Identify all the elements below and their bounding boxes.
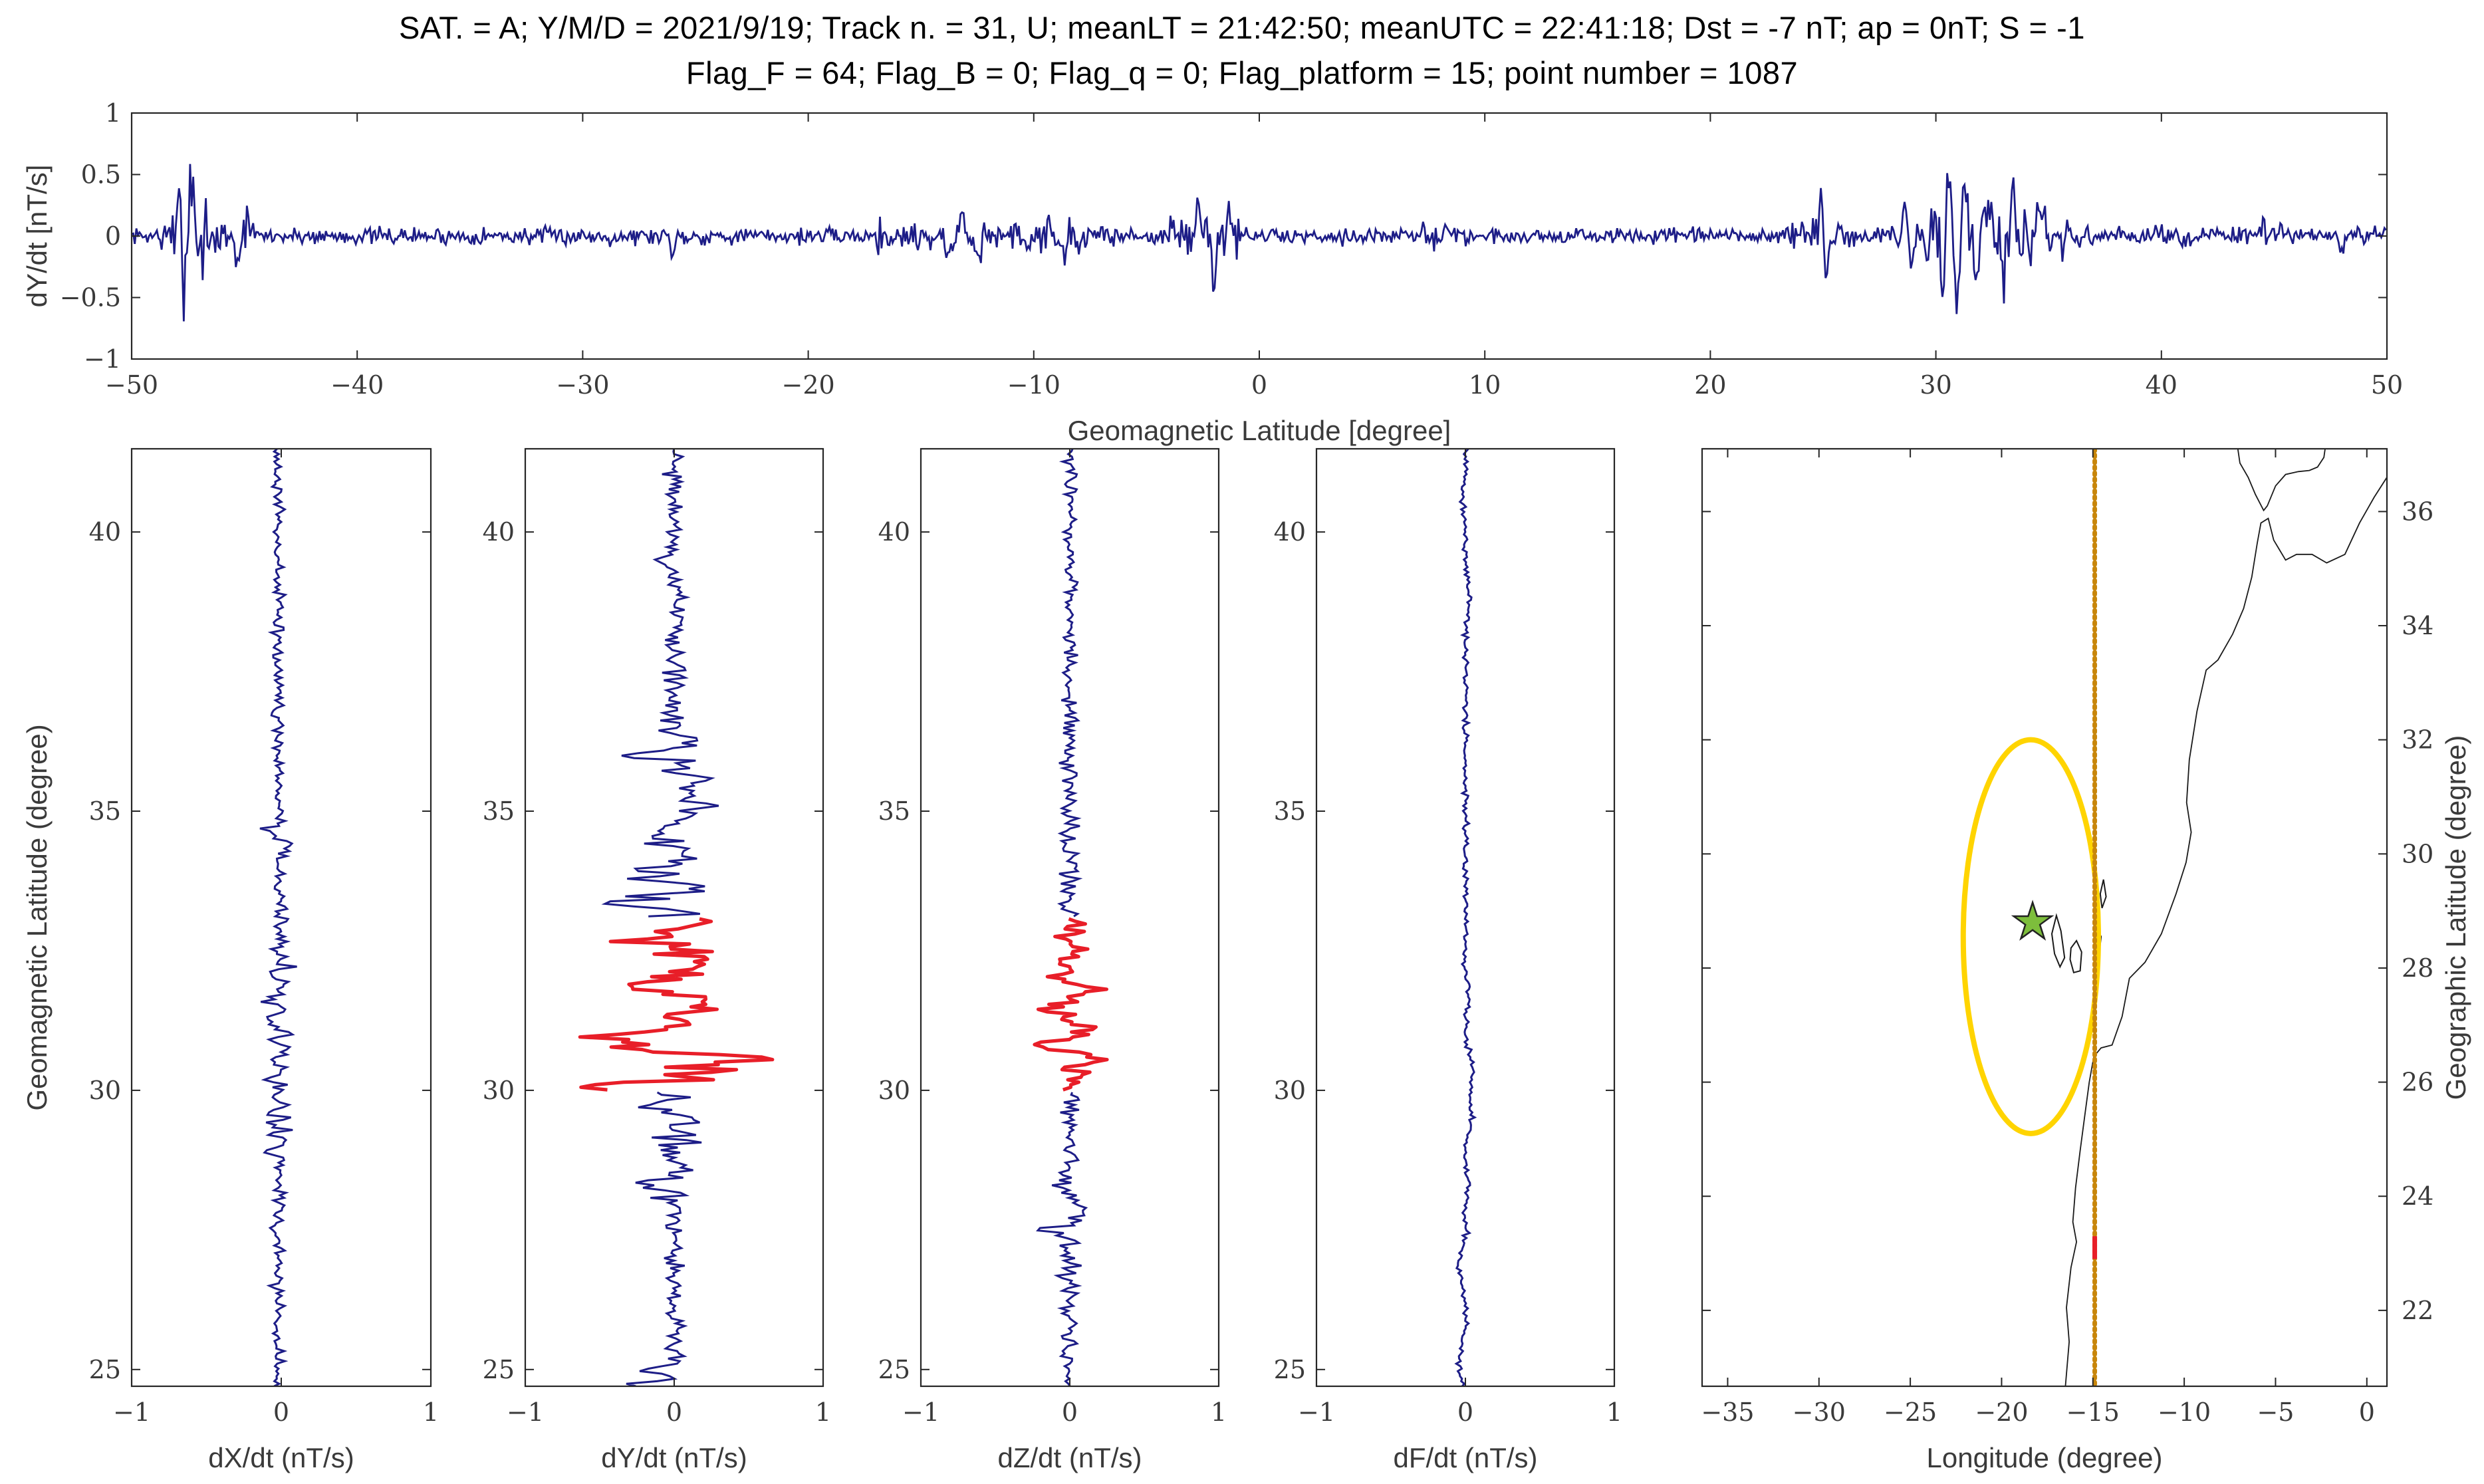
top-dydt-xtick: −20 (781, 370, 834, 400)
top-dydt-ytick: −1 (84, 344, 121, 374)
panel-dzdt-xlabel: dZ/dt (nT/s) (997, 1442, 1142, 1473)
map-panel-ylabel-right: Geographic Latitude (degree) (2440, 735, 2471, 1100)
panel-dxdt-xtick: −1 (113, 1398, 150, 1427)
panel-dxdt-xlabel: dX/dt (nT/s) (208, 1442, 354, 1473)
panel-dydt-series-line (626, 1091, 702, 1386)
panel-dzdt-series-line (1036, 1092, 1088, 1386)
panel-dzdt: −1 0 1 25 30 35 40 dZ/dt (nT/s) (878, 447, 1227, 1473)
map-panel-ytick: 34 (2402, 611, 2433, 640)
top-dydt-ytick: −0.5 (60, 283, 121, 312)
panel-dydt-xtick: 1 (815, 1398, 831, 1427)
panel-dfdt-xtick: 0 (1457, 1398, 1473, 1427)
panel-dzdt-xtick: 1 (1211, 1398, 1227, 1427)
panel-dydt-series-line (601, 449, 719, 918)
panel-dxdt-xtick: 1 (423, 1398, 439, 1427)
panel-dxdt-ylabel: Geomagnetic Latitude (degree) (21, 724, 53, 1110)
top-dydt-xtick: −50 (105, 370, 158, 400)
uncertainty-ellipse (1960, 737, 2102, 1136)
panel-dfdt-ytick: 35 (1274, 797, 1306, 826)
panel-dydt-ytick: 30 (483, 1076, 515, 1105)
map-panel-frame (1701, 447, 2388, 1388)
top-dydt-xtick: 50 (2371, 370, 2403, 400)
map-panel-xlabel: Longitude (degree) (1927, 1442, 2163, 1473)
map-panel-ytick: 32 (2402, 725, 2433, 755)
panel-dxdt-ytick: 35 (89, 797, 121, 826)
panel-dfdt: −1 0 1 25 30 35 40 dF/dt (nT/s) (1274, 447, 1622, 1473)
map-panel-xtick: −30 (1793, 1398, 1846, 1427)
panel-dydt-frame (524, 447, 824, 1388)
panel-dxdt-ytick: 25 (89, 1355, 121, 1384)
top-dydt-xtick: −10 (1007, 370, 1060, 400)
island-outline (2050, 913, 2066, 969)
island-outline (2069, 939, 2082, 974)
top-dydt: −50 −40 −30 −20 −10 0 10 20 30 40 50 −1 −0.5 0 0.5 1 Geo… (21, 98, 2403, 446)
top-dydt-xtick: 10 (1469, 370, 1501, 400)
map-panel-ytick: 30 (2402, 839, 2433, 868)
top-dydt-xtick: 30 (1920, 370, 1951, 400)
map-panel-xtick: 0 (2359, 1398, 2375, 1427)
panel-dfdt-ytick: 30 (1274, 1076, 1306, 1105)
panel-dydt-xtick: −1 (507, 1398, 544, 1427)
panel-dydt-xlabel: dY/dt (nT/s) (601, 1442, 747, 1473)
top-dydt-ytick: 1 (105, 98, 121, 128)
panel-dfdt-ytick: 25 (1274, 1355, 1306, 1384)
top-dydt-xlabel: Geomagnetic Latitude [degree] (1068, 415, 1451, 446)
top-dydt-xtick: 40 (2146, 370, 2177, 400)
coastline (2237, 449, 2326, 512)
panel-dxdt-series-line (259, 449, 297, 1386)
panel-dzdt-xtick: 0 (1062, 1398, 1078, 1427)
top-dydt-ytick: 0 (105, 221, 121, 251)
panel-dydt-ytick: 25 (483, 1355, 515, 1384)
panel-dydt-ytick: 40 (483, 517, 515, 547)
top-dydt-xtick: 0 (1251, 370, 1267, 400)
panel-dxdt-xtick: 0 (273, 1398, 289, 1427)
top-dydt-xtick: −30 (556, 370, 609, 400)
panel-dydt-xtick: 0 (666, 1398, 682, 1427)
panel-dxdt-ytick: 30 (89, 1076, 121, 1105)
map-panel-ytick: 26 (2402, 1068, 2433, 1097)
panel-dydt: −1 0 1 25 30 35 40 dY/dt (nT/s) (483, 447, 831, 1473)
panel-dxdt: −1 0 1 25 30 35 40 dX/dt (nT/s) Geomagnetic Lati… (21, 447, 439, 1473)
star-marker (2011, 900, 2054, 941)
map-panel-ytick: 24 (2402, 1181, 2433, 1211)
map-panel-ytick: 36 (2402, 497, 2433, 526)
map-panel-xtick: −20 (1975, 1398, 2028, 1427)
top-dydt-ylabel: dY/dt [nT/s] (21, 165, 53, 308)
top-dydt-xtick: 20 (1694, 370, 1726, 400)
panel-dzdt-series-line (1056, 449, 1083, 918)
panel-dzdt-ytick: 40 (878, 517, 910, 547)
island-outline (2099, 879, 2107, 909)
map-panel-xtick: −10 (2158, 1398, 2211, 1427)
top-dydt-series-line (132, 164, 2387, 322)
panel-dfdt-xtick: 1 (1606, 1398, 1622, 1427)
figure-title-line1: SAT. = A; Y/M/D = 2021/9/19; Track n. = … (399, 10, 2085, 45)
map-panel: −35 −30 −25 −20 −15 −10 −5 0 22 24 26 28 30 32 34 36 Lon… (1701, 447, 2471, 1473)
panel-dzdt-ytick: 35 (878, 797, 910, 826)
panel-dzdt-highlight-line (1033, 917, 1109, 1092)
panel-dzdt-ytick: 30 (878, 1076, 910, 1105)
figure-title-line2: Flag_F = 64; Flag_B = 0; Flag_q = 0; Fla… (685, 55, 1799, 90)
panel-dfdt-xtick: −1 (1298, 1398, 1335, 1427)
map-panel-xtick: −25 (1884, 1398, 1937, 1427)
map-panel-xtick: −35 (1701, 1398, 1754, 1427)
panel-dydt-highlight-line (578, 917, 775, 1092)
map-panel-xtick: −5 (2257, 1398, 2294, 1427)
panel-dzdt-ytick: 25 (878, 1355, 910, 1384)
panel-dzdt-xtick: −1 (902, 1398, 939, 1427)
coastline (2064, 477, 2387, 1386)
top-dydt-xtick: −40 (330, 370, 384, 400)
panel-dxdt-ytick: 40 (89, 517, 121, 547)
map-panel-ytick: 28 (2402, 953, 2433, 983)
map-panel-xtick: −15 (2066, 1398, 2120, 1427)
panel-dydt-ytick: 35 (483, 797, 515, 826)
panel-dfdt-ytick: 40 (1274, 517, 1306, 547)
map-panel-ytick: 22 (2402, 1296, 2433, 1325)
panel-dfdt-xlabel: dF/dt (nT/s) (1393, 1442, 1537, 1473)
panel-dfdt-series-line (1454, 449, 1477, 1386)
top-dydt-ytick: 0.5 (81, 160, 121, 189)
